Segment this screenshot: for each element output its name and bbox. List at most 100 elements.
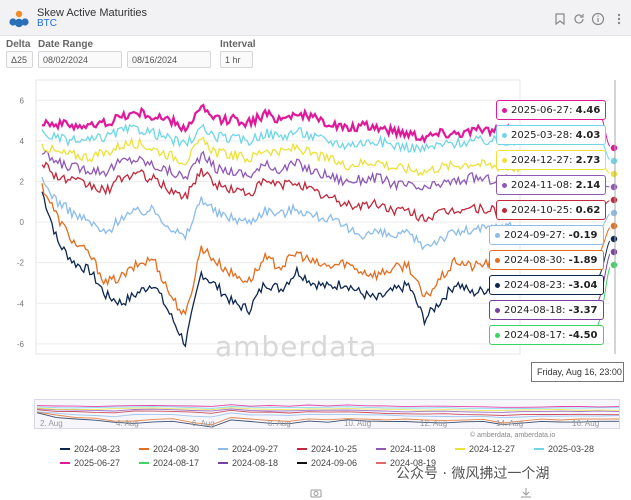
legend-label: 2024-08-30: [153, 444, 200, 454]
series-point-marker: [609, 143, 619, 153]
series-point-marker: [609, 247, 619, 257]
legend-item[interactable]: 2024-12-27: [455, 444, 534, 454]
tooltip-series-label: 2024-08-23:: [504, 280, 569, 291]
tooltip-entry: 2024-08-17: -4.50: [489, 325, 604, 345]
series-point-marker: [609, 156, 619, 166]
tooltip-series-label: 2024-08-17:: [504, 330, 569, 341]
tooltip-value: 0.62: [575, 205, 601, 216]
tooltip-value: -0.19: [568, 230, 598, 241]
interval-select[interactable]: 1 hr: [220, 51, 253, 68]
watermark-brand: amberdata: [215, 330, 378, 363]
tooltip-value: 2.73: [575, 155, 601, 166]
series-point-marker: [609, 208, 619, 218]
series-line-2024-09-27: [41, 176, 521, 251]
legend-label: 2024-10-25: [311, 444, 358, 454]
legend-label: 2024-11-08: [390, 444, 436, 454]
legend-item[interactable]: 2024-10-25: [297, 444, 376, 454]
chart-legend: 2024-08-23 2024-08-30 2024-09-27 2024-10-25…: [60, 444, 620, 472]
legend-item[interactable]: 2025-03-28: [534, 444, 613, 454]
series-dot-icon: [502, 207, 507, 213]
series-dot-icon: [502, 182, 507, 188]
date-end-input[interactable]: 08/16/2024: [127, 51, 211, 68]
tooltip-value: -4.50: [568, 330, 598, 341]
navigator-line-2025-03-28: [36, 406, 619, 410]
range-navigator[interactable]: [34, 399, 620, 429]
series-dot-icon: [502, 107, 507, 113]
chart-series: [41, 103, 521, 348]
legend-item[interactable]: 2024-11-08: [376, 444, 455, 454]
delta-select[interactable]: Δ25: [6, 51, 33, 68]
navigator-tick-label: 6. Aug: [192, 419, 215, 428]
legend-swatch-icon: [455, 448, 465, 450]
date-range-label: Date Range: [38, 39, 94, 50]
series-point-marker: [609, 195, 619, 205]
series-dot-icon: [502, 157, 507, 163]
y-tick-label: -6: [17, 340, 25, 349]
wechat-watermark: 公众号 · 微风拂过一个湖: [396, 466, 550, 482]
series-point-marker: [609, 234, 619, 244]
legend-item[interactable]: 2024-08-23: [60, 444, 139, 454]
tooltip-series-label: 2024-12-27:: [511, 155, 576, 166]
y-tick-label: 2: [20, 177, 25, 186]
series-line-2024-11-08: [41, 149, 521, 192]
legend-item[interactable]: 2024-09-06: [297, 458, 376, 468]
interval-label: Interval: [220, 39, 256, 50]
legend-item[interactable]: 2024-08-19: [376, 458, 455, 468]
tooltip-entry: 2025-06-27: 4.46: [496, 100, 607, 120]
navigator-series: [36, 404, 620, 428]
date-start-input[interactable]: 08/02/2024: [38, 51, 122, 68]
legend-item[interactable]: 2024-08-30: [139, 444, 218, 454]
legend-label: 2024-08-17: [153, 458, 200, 468]
download-icon[interactable]: [520, 487, 532, 499]
page-title: Skew Active Maturities: [37, 7, 148, 19]
series-line-2025-03-28: [41, 123, 521, 154]
tooltip-entry: 2024-12-27: 2.73: [496, 150, 607, 170]
asset-link[interactable]: BTC: [37, 18, 57, 29]
navigator-tick-label: 10. Aug: [344, 419, 372, 428]
tooltip-series-label: 2025-03-28:: [511, 130, 576, 141]
navigator-tick-label: 12. Aug: [420, 419, 448, 428]
legend-item[interactable]: 2024-09-27: [218, 444, 297, 454]
bookmark-icon[interactable]: [553, 12, 567, 26]
navigator-line-2025-06-27: [36, 404, 620, 408]
legend-swatch-icon: [218, 448, 228, 450]
series-point-marker: [609, 182, 619, 192]
legend-item[interactable]: 2025-06-27: [60, 458, 139, 468]
y-tick-label: -4: [17, 299, 25, 308]
camera-icon[interactable]: [310, 487, 322, 499]
navigator-tick-label: 8. Aug: [268, 419, 291, 428]
legend-item[interactable]: 2024-08-17: [139, 458, 218, 468]
series-line-2024-10-25: [41, 161, 521, 222]
tooltip-entry: 2024-09-27: -0.19: [489, 225, 604, 245]
legend-swatch-icon: [60, 448, 70, 450]
series-dot-icon: [495, 257, 500, 263]
legend-swatch-icon: [297, 448, 307, 450]
tooltip-entry: 2024-08-23: -3.04: [489, 275, 604, 295]
legend-label: 2025-06-27: [74, 458, 121, 468]
tooltip-series-label: 2024-08-30:: [504, 255, 569, 266]
tooltip-series-label: 2024-10-25:: [511, 205, 576, 216]
series-dot-icon: [495, 232, 500, 238]
navigator-line-2024-08-30: [36, 411, 620, 426]
tooltip-entry: 2025-03-28: 4.03: [496, 125, 607, 145]
tooltip-value: 4.46: [575, 105, 601, 116]
more-icon[interactable]: [612, 12, 626, 26]
legend-label: 2024-09-06: [311, 458, 358, 468]
series-dot-icon: [495, 282, 500, 288]
navigator-tick-label: 16. Aug: [572, 419, 600, 428]
series-line-2024-12-27: [41, 136, 521, 177]
tooltip-value: 2.14: [575, 180, 601, 191]
tooltip-value: -3.04: [568, 280, 598, 291]
legend-label: 2024-09-27: [232, 444, 279, 454]
legend-label: 2024-08-23: [74, 444, 121, 454]
navigator-line-2024-12-27: [36, 407, 620, 412]
legend-swatch-icon: [139, 448, 149, 450]
refresh-icon[interactable]: [572, 12, 586, 26]
navigator-tick-label: 4. Aug: [116, 419, 139, 428]
navigator-line-2024-11-08: [36, 408, 620, 413]
info-icon[interactable]: [591, 12, 605, 26]
series-dot-icon: [495, 307, 500, 313]
legend-item[interactable]: 2024-08-18: [218, 458, 297, 468]
navigator-line-2024-08-23: [36, 412, 619, 428]
